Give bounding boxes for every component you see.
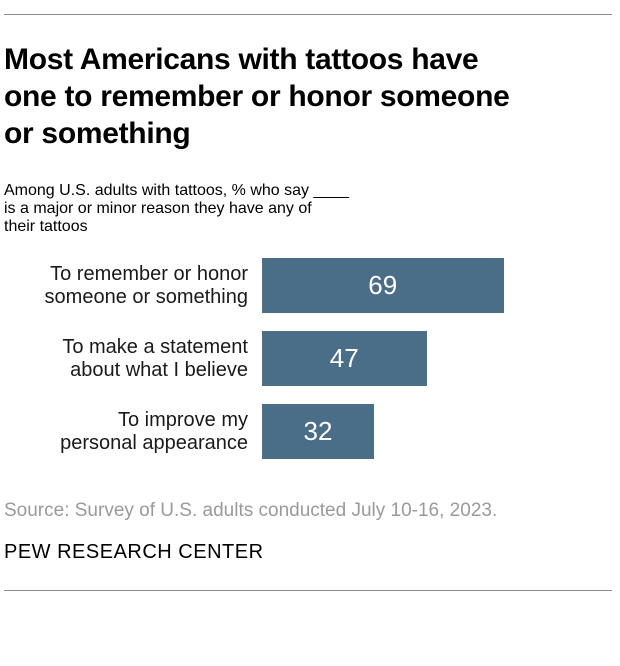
category-label: To improve my personal appearance: [4, 409, 262, 455]
bar-statement: 47: [262, 331, 427, 386]
bottom-divider: [4, 590, 612, 591]
category-label-line: To improve my: [117, 408, 248, 431]
chart-title-line: one to remember or honor someone: [4, 80, 510, 113]
category-label: To remember or honor someone or somethin…: [4, 263, 262, 309]
bar-remember: 69: [262, 258, 504, 313]
bar-value-label: 47: [329, 343, 359, 373]
bar-track: 32: [262, 404, 612, 459]
bar-chart: To remember or honor someone or somethin…: [4, 258, 612, 459]
brand-line: PEW RESEARCH CENTER: [4, 541, 264, 563]
chart-title-line: or something: [4, 117, 191, 150]
category-label: To make a statement about what I believe: [4, 336, 262, 382]
chart-subtitle-line: Among U.S. adults with tattoos, % who sa…: [4, 182, 350, 199]
chart-title: Most Americans with tattoos have one to …: [4, 41, 612, 152]
bar-value-label: 69: [368, 270, 398, 300]
bar-track: 69: [262, 258, 612, 313]
bar-row-statement: To make a statement about what I believe…: [4, 331, 612, 386]
category-label-line: personal appearance: [60, 431, 248, 454]
source-note: Source: Survey of U.S. adults conducted …: [4, 500, 498, 521]
chart-title-line: Most Americans with tattoos have: [4, 43, 479, 76]
category-label-line: someone or something: [44, 285, 248, 308]
top-divider: [4, 14, 612, 15]
bar-row-remember: To remember or honor someone or somethin…: [4, 258, 612, 313]
category-label-line: To remember or honor: [50, 262, 248, 285]
bar-track: 47: [262, 331, 612, 386]
chart-subtitle-line: is a major or minor reason they have any…: [4, 200, 312, 217]
category-label-line: To make a statement: [62, 335, 248, 358]
bar-value-label: 32: [303, 416, 333, 446]
bar-row-appearance: To improve my personal appearance 32: [4, 404, 612, 459]
bar-appearance: 32: [262, 404, 374, 459]
chart-subtitle-line: their tattoos: [4, 218, 88, 235]
category-label-line: about what I believe: [70, 358, 248, 381]
